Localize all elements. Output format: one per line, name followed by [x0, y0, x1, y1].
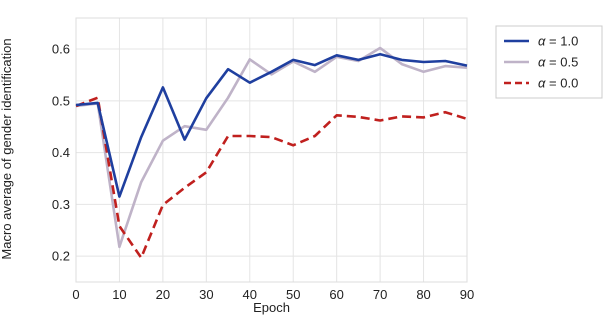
y-tick-label: 0.3	[52, 197, 70, 212]
x-tick-label: 90	[460, 287, 474, 302]
series-lines	[75, 46, 468, 260]
plot-area	[75, 17, 468, 283]
legend-value: = 0.5	[545, 55, 578, 70]
x-tick-label: 50	[286, 287, 300, 302]
legend-value: = 0.0	[545, 76, 578, 91]
series-line-1	[75, 46, 468, 249]
legend-label: α = 1.0	[538, 34, 578, 49]
legend-symbol: α	[538, 34, 546, 49]
legend-symbol: α	[538, 76, 546, 91]
x-axis-title: Epoch	[253, 300, 290, 315]
legend-label: α = 0.0	[538, 76, 578, 91]
x-tick-label: 20	[156, 287, 170, 302]
series-line-2	[75, 96, 468, 260]
grid	[75, 18, 468, 282]
legend-value: = 1.0	[545, 34, 578, 49]
x-tick-label: 60	[329, 287, 343, 302]
x-tick-label: 10	[112, 287, 126, 302]
legend-symbol: α	[538, 55, 546, 70]
y-tick-label: 0.4	[52, 145, 70, 160]
x-tick-label: 70	[373, 287, 387, 302]
legend-label: α = 0.5	[538, 55, 578, 70]
x-tick-label: 30	[199, 287, 213, 302]
series-line-0	[75, 52, 468, 198]
legend: α = 1.0α = 0.5α = 0.0	[495, 25, 603, 99]
y-tick-label: 0.6	[52, 42, 70, 57]
x-tick-label: 0	[72, 287, 79, 302]
x-tick-label: 40	[243, 287, 257, 302]
y-tick-label: 0.5	[52, 93, 70, 108]
y-tick-label: 0.2	[52, 249, 70, 264]
y-axis-title: Macro average of gender identification	[0, 38, 14, 259]
axes: 0 10 20 30 40 50 60 70 80 90 0.2 0.3 0.4 0.5 0.6	[52, 42, 474, 302]
x-tick-label: 80	[416, 287, 430, 302]
